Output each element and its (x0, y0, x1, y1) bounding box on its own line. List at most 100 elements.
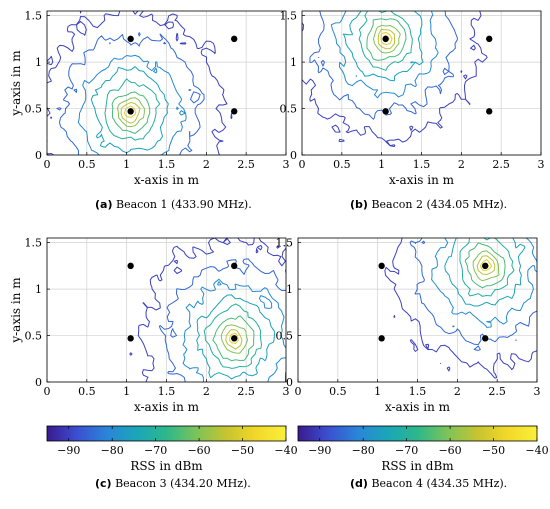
beacon-marker (486, 35, 493, 43)
y-tick-label: 1 (286, 283, 293, 296)
contour-line (444, 238, 526, 307)
colorbar-tick-label: −80 (101, 444, 124, 457)
x-tick-label: 0.5 (78, 385, 96, 398)
x-tick-label: 1 (378, 158, 385, 171)
contour-line (373, 24, 401, 54)
x-axis-label: x-axis in m (134, 400, 200, 414)
x-tick-label: 3 (283, 385, 290, 398)
caption-a-text: Beacon 1 (433.90 MHz). (115, 198, 252, 211)
contour-line (120, 101, 141, 124)
x-tick-label: 2.5 (237, 385, 255, 398)
x-tick-label: 2 (203, 385, 210, 398)
contour-line (358, 11, 413, 71)
y-axis-label: y-axis in m (9, 50, 23, 117)
beacon-marker (231, 108, 238, 115)
caption-d-text: Beacon 4 (434.35 MHz). (371, 477, 508, 490)
x-tick-label: 2.5 (488, 385, 506, 398)
y-tick-label: 0.5 (25, 330, 43, 343)
x-tick-label: 0 (295, 385, 302, 398)
beacon-marker (378, 262, 385, 270)
y-tick-label: 0.5 (280, 103, 298, 116)
colorbar-gradient (46, 425, 287, 442)
x-tick-label: 0.5 (329, 385, 347, 398)
x-tick-label: 2.5 (237, 158, 255, 171)
contours-c (129, 238, 286, 382)
beacon-marker (127, 108, 134, 115)
y-axis-label: y-axis in m (9, 277, 23, 344)
x-axis-label: x-axis in m (134, 173, 200, 187)
contours-b (302, 11, 488, 147)
contour-line (90, 66, 169, 154)
x-axis-label: x-axis in m (389, 173, 455, 187)
beacon-marker (127, 262, 134, 270)
beacon-marker (231, 35, 238, 43)
contour-line (129, 238, 286, 382)
contour-line (409, 238, 537, 351)
y-tick-label: 0 (290, 149, 297, 162)
contour-line (380, 32, 393, 45)
caption-b: (b) Beacon 2 (434.05 MHz). (350, 198, 507, 211)
caption-d-tag: (d) (350, 477, 368, 490)
x-tick-label: 1 (374, 385, 381, 398)
y-tick-label: 0 (286, 376, 293, 389)
contour-line (56, 32, 205, 155)
colorbar-tick-label: −90 (308, 444, 331, 457)
contour-line (212, 315, 255, 362)
colorbar-tick-label: −60 (187, 444, 210, 457)
colorbar-tick-label: −70 (144, 444, 167, 457)
contour-line (228, 333, 239, 344)
caption-a-tag: (a) (95, 198, 113, 211)
contour-line (459, 238, 515, 297)
caption-c-tag: (c) (95, 477, 112, 490)
colorbar-tick-label: −40 (525, 444, 548, 457)
beacon-marker (486, 108, 493, 115)
contour-line (203, 303, 262, 369)
x-tick-label: 2 (454, 385, 461, 398)
panel-d: 0 0.5 1 1.5 2 2.5 300.511.5x-axis in m (276, 237, 541, 414)
contour-line (117, 97, 145, 128)
contour-line (182, 278, 286, 382)
colorbar-tick-label: −60 (438, 444, 461, 457)
caption-b-tag: (b) (350, 198, 368, 211)
contour-line (196, 294, 275, 380)
colorbar-tick-label: −70 (395, 444, 418, 457)
contour-line (480, 259, 493, 271)
beacon-marker (382, 108, 389, 115)
beacon-marker (382, 35, 389, 43)
contour-line (384, 238, 537, 379)
beacon-marker (482, 262, 489, 270)
contour-line (464, 242, 506, 289)
grid-b (301, 11, 542, 156)
y-tick-label: 1.5 (280, 10, 298, 23)
contour-line (366, 18, 407, 61)
colorbar-label: RSS in dBm (381, 459, 454, 473)
colorbar-tick-label: −50 (231, 444, 254, 457)
y-tick-label: 1 (35, 56, 42, 69)
x-tick-label: 1.5 (158, 385, 176, 398)
caption-c: (c) Beacon 3 (434.20 MHz). (95, 477, 251, 490)
x-tick-label: 1.5 (413, 158, 431, 171)
contour-line (377, 28, 396, 50)
contour-line (104, 78, 161, 141)
beacon-marker (127, 335, 134, 342)
colorbar-2: −90 −80 −70 −60 −50 −40 RSS in dBm (297, 425, 549, 473)
beacon-marker (231, 262, 238, 270)
y-tick-label: 1 (290, 56, 297, 69)
contour-line (220, 324, 248, 354)
colorbar-tick-label: −80 (352, 444, 375, 457)
x-tick-label: 0 (44, 158, 51, 171)
beacon-marker (482, 335, 489, 342)
contour-line (225, 329, 243, 350)
beacon-marker (127, 35, 134, 43)
x-tick-label: 0.5 (333, 158, 351, 171)
contour-line (123, 105, 137, 118)
colorbar-tick-label: −50 (482, 444, 505, 457)
contour-line (472, 250, 500, 282)
colorbar-1: −90 −80 −70 −60 −50 −40 RSS in dBm (46, 425, 298, 473)
x-tick-label: 0.5 (78, 158, 96, 171)
y-tick-label: 0.5 (25, 103, 43, 116)
y-tick-label: 0.5 (276, 330, 294, 343)
contour-line (111, 91, 151, 134)
grid-a (46, 11, 287, 156)
